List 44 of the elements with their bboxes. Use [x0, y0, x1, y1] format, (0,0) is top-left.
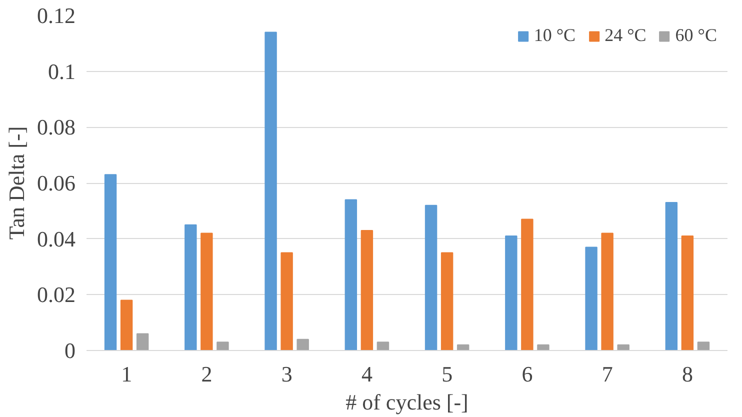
x-tick-label: 8 [682, 362, 693, 386]
bar [521, 218, 534, 350]
bar [184, 224, 197, 350]
bar [440, 252, 454, 350]
legend-label: 10 °C [534, 25, 576, 46]
bar [216, 342, 229, 350]
bar [136, 333, 149, 350]
bar [601, 232, 614, 350]
bar [120, 300, 133, 350]
y-axis-title: Tan Delta [-] [4, 126, 29, 240]
bar [264, 32, 277, 350]
x-tick-label: 6 [522, 362, 533, 386]
y-tick-label: 0.06 [37, 170, 76, 196]
x-tick-label: 3 [281, 362, 292, 386]
y-tick-label: 0.04 [37, 226, 76, 252]
bar [617, 344, 630, 350]
y-tick-label: 0.02 [37, 282, 76, 308]
y-tick-label: 0 [64, 338, 76, 363]
bar [537, 344, 550, 350]
y-tick-label: 0.08 [37, 114, 76, 140]
x-tick-label: 4 [361, 362, 372, 386]
bar [280, 252, 293, 350]
bar [104, 174, 117, 350]
bar [344, 199, 358, 350]
bar [585, 246, 598, 350]
x-tick-label: 2 [201, 362, 212, 386]
x-tick-label: 7 [602, 362, 613, 386]
legend-label: 60 °C [675, 25, 717, 46]
bar [697, 342, 710, 350]
bar [505, 236, 518, 350]
bar [376, 342, 390, 350]
bar [200, 232, 213, 350]
x-axis-title: # of cycles [-] [346, 390, 468, 414]
bar [360, 230, 374, 350]
y-tick-label: 0.12 [37, 3, 76, 28]
y-tick-label: 0.1 [48, 58, 76, 84]
bar [665, 202, 678, 350]
legend-label: 24 °C [604, 25, 646, 46]
bar [424, 204, 438, 350]
bar [456, 344, 470, 350]
x-tick-label: 5 [442, 362, 453, 386]
x-tick-label: 1 [121, 362, 132, 386]
bar [681, 236, 694, 350]
bar [296, 338, 309, 350]
